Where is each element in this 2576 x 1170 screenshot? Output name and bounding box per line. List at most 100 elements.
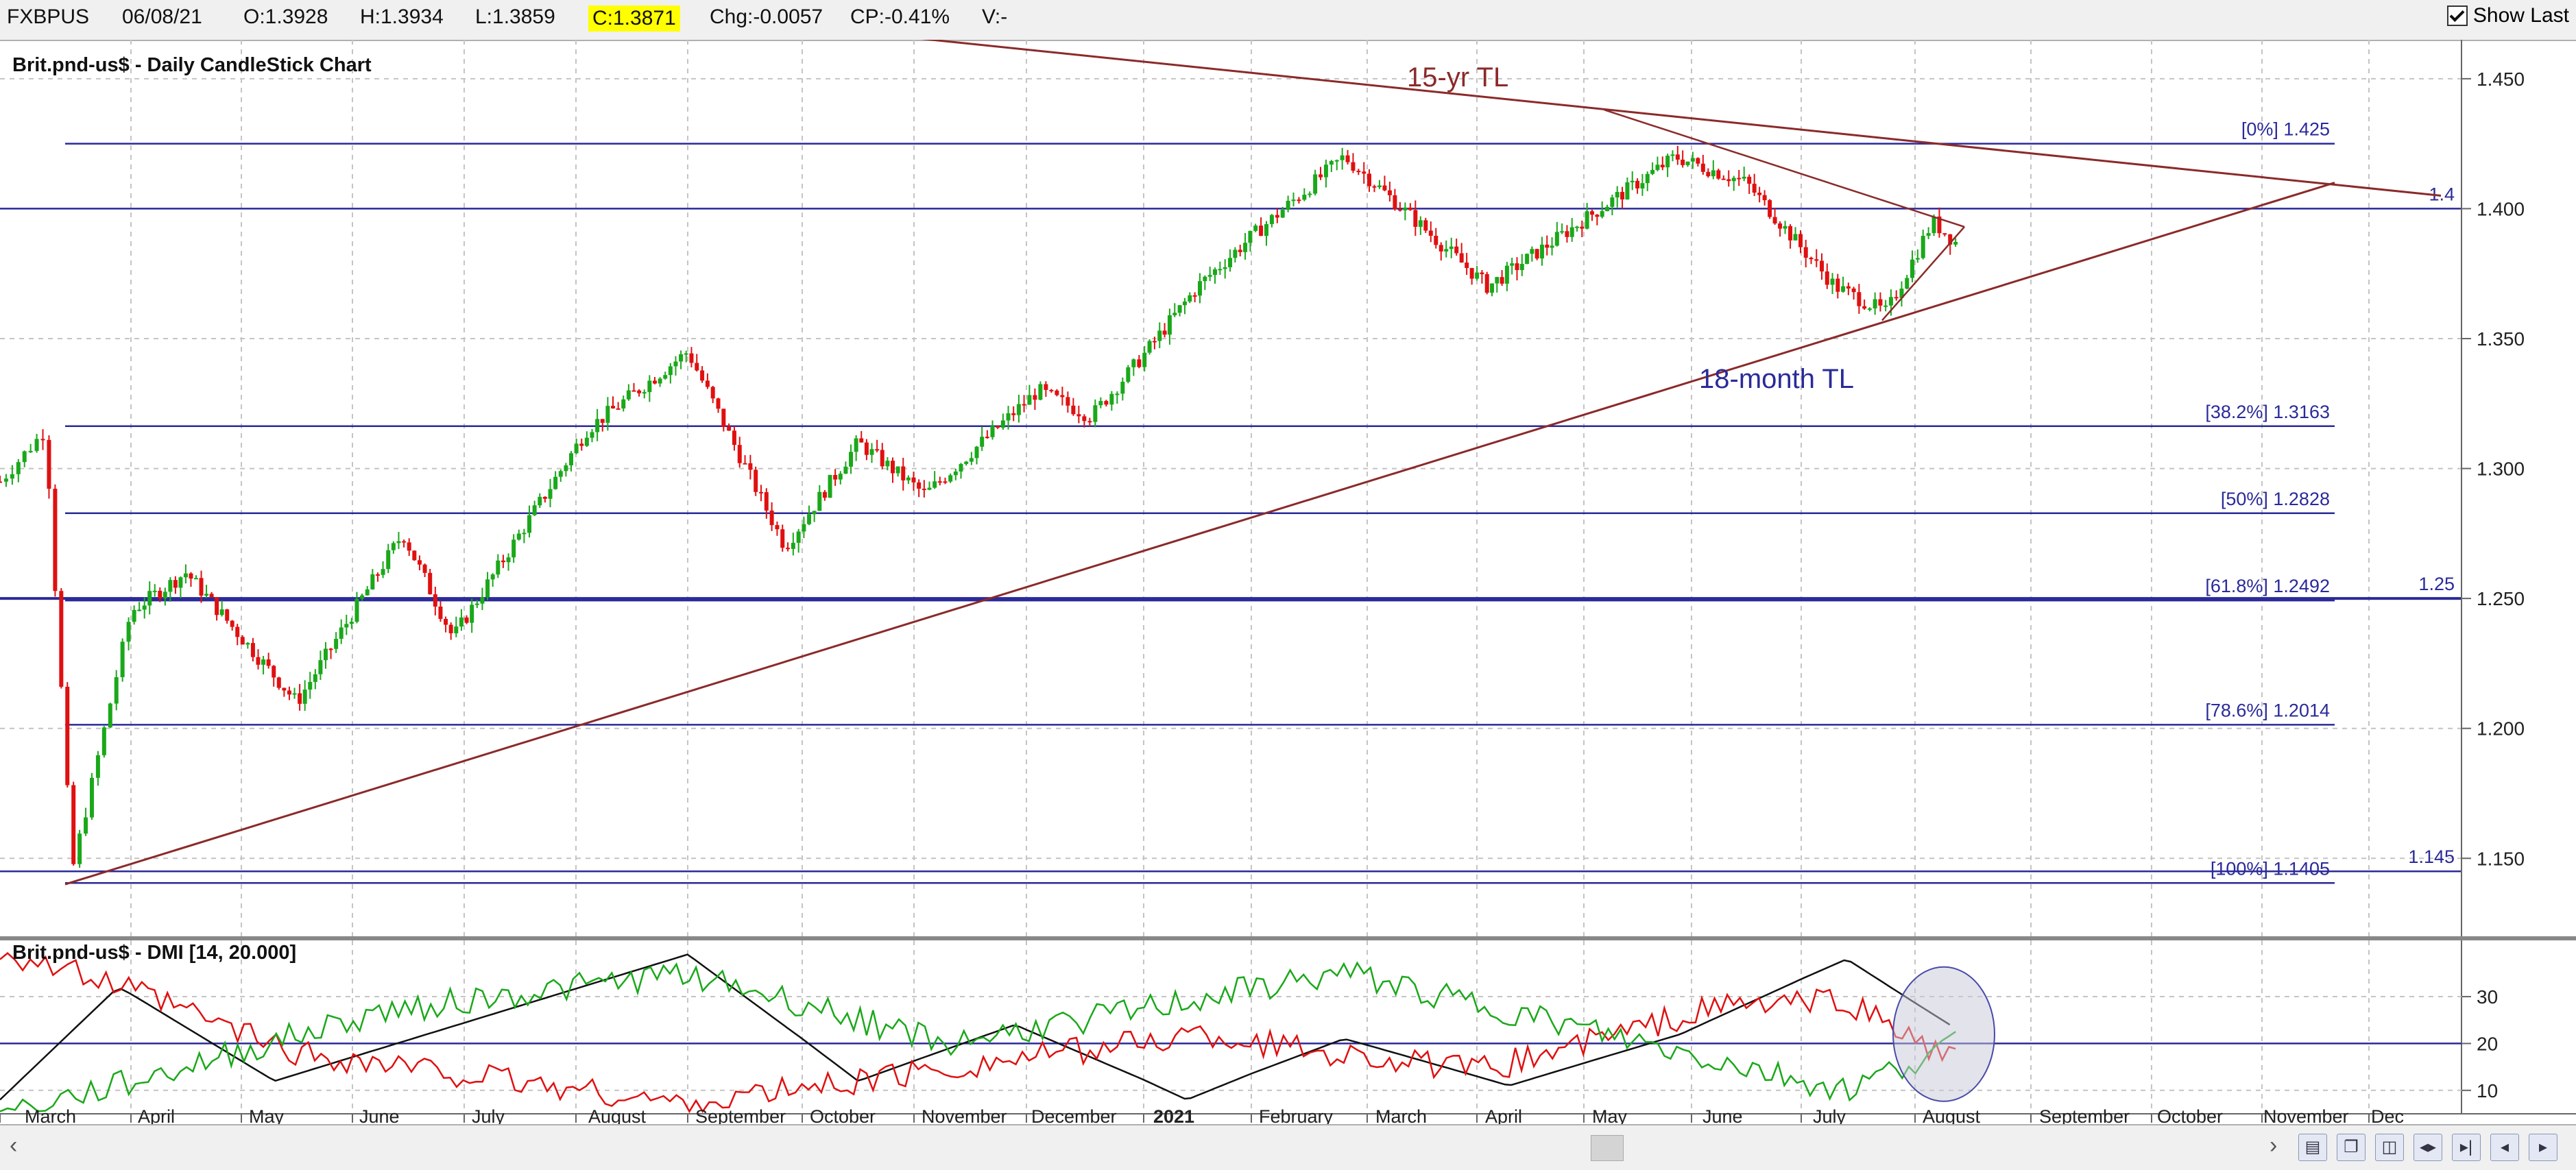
step-forward-icon[interactable]: ▸ (2529, 1134, 2557, 1161)
candle-body (302, 690, 307, 704)
candle-body (501, 560, 505, 563)
candle-body (807, 514, 812, 524)
candle-body (754, 470, 758, 492)
chart-settings-icon[interactable]: ▤ (2298, 1134, 2327, 1161)
candle-body (652, 380, 657, 384)
candle-body (849, 452, 854, 467)
candle-body (948, 475, 953, 482)
candle-body (28, 450, 33, 452)
candle-body (1519, 263, 1524, 271)
candle-body (1093, 405, 1098, 422)
candle-body (1615, 192, 1620, 198)
quote-date: 06/08/21 (122, 5, 202, 28)
candle-body (1731, 178, 1736, 182)
candle-body (1182, 301, 1187, 306)
zoom-icon[interactable]: ◫ (2375, 1134, 2404, 1161)
dmi-minus-di-line (0, 951, 1956, 1114)
candle-body (943, 481, 948, 483)
x-tick-label: October (810, 1106, 876, 1124)
candle-body (1595, 215, 1600, 217)
candle-body (1862, 306, 1867, 309)
step-back-icon[interactable]: ◂ (2490, 1134, 2519, 1161)
candle-body (1264, 223, 1269, 236)
candle-body (1203, 276, 1207, 282)
candle-body (137, 609, 142, 611)
candle-body (1830, 278, 1835, 285)
candle-body (1115, 393, 1120, 395)
candle-body (737, 445, 742, 463)
candle-body (1172, 313, 1177, 315)
candle-body (168, 580, 173, 592)
trendline-18month-label: 18-month TL (1699, 364, 1854, 394)
candle-body (1942, 233, 1947, 235)
fib-label: [50%] 1.2828 (2221, 489, 2330, 509)
candle-body (292, 693, 297, 695)
candle-body (193, 578, 198, 580)
candle-body (1142, 352, 1147, 367)
candle-body (59, 591, 64, 687)
quote-high: H:1.3934 (360, 5, 444, 28)
candle-body (927, 487, 932, 490)
candle-body (828, 474, 832, 498)
candle-body (1243, 243, 1248, 252)
candle-body (1297, 199, 1301, 202)
x-tick-label: May (249, 1106, 285, 1124)
dmi-y-tick-label: 20 (2477, 1033, 2498, 1054)
x-tick-label: August (1923, 1106, 1981, 1124)
candle-body (1809, 258, 1814, 260)
show-last-toggle[interactable]: Show Last (2446, 4, 2569, 27)
candle-body (1197, 281, 1202, 296)
candle-body (516, 533, 521, 540)
candle-body (1137, 359, 1142, 367)
candle-body (1218, 269, 1223, 271)
candle-body (1768, 200, 1772, 217)
wedge-lower (1881, 226, 1965, 321)
candle-body (579, 443, 584, 446)
copy-chart-icon[interactable]: ❐ (2337, 1134, 2366, 1161)
candle-body (240, 637, 245, 645)
candle-body (953, 471, 958, 476)
candle-body (1620, 192, 1625, 199)
trendlines: 15-yr TL 18-month TL (64, 40, 2442, 886)
candle-body (917, 482, 922, 489)
candle-body (225, 609, 230, 621)
candle-body (1177, 305, 1182, 313)
fib-label: [0%] 1.425 (2241, 119, 2330, 140)
candle-body (162, 592, 167, 599)
candle-body (901, 466, 906, 480)
scroll-fit-icon[interactable]: ◂▸ (2414, 1134, 2442, 1161)
candle-body (1500, 277, 1504, 284)
candle-body (1525, 254, 1530, 264)
candle-body (1418, 220, 1423, 227)
pane-divider[interactable] (0, 936, 2576, 940)
candle-body (642, 392, 647, 394)
x-tick-label: November (2263, 1106, 2349, 1124)
candle-body (1560, 231, 1565, 233)
candle-body (360, 595, 365, 599)
candle-body (1397, 209, 1402, 211)
candle-body (964, 461, 969, 464)
candle-body (1931, 216, 1936, 234)
candle-body (1899, 289, 1904, 298)
candle-body (1846, 286, 1851, 289)
candle-body (1539, 244, 1544, 259)
candle-body (3, 478, 8, 482)
candle-body (1655, 164, 1660, 170)
candle-body (1926, 233, 1931, 236)
candle-body (802, 524, 806, 532)
candle-body (1238, 249, 1242, 252)
scroll-right-icon[interactable]: › (2270, 1132, 2278, 1158)
go-end-icon[interactable]: ▸| (2452, 1134, 2481, 1161)
candle-body (710, 387, 715, 399)
scroll-left-icon[interactable]: ‹ (10, 1132, 18, 1158)
candle-body (1696, 158, 1700, 164)
candle-body (1439, 245, 1443, 252)
candle-body (1076, 414, 1081, 417)
candle-body (721, 409, 726, 427)
checkbox-icon[interactable] (2446, 5, 2468, 26)
candle-body (480, 597, 485, 604)
scroll-thumb[interactable] (1591, 1135, 1624, 1161)
candle-body (1308, 193, 1312, 195)
candle-body (1454, 246, 1459, 254)
